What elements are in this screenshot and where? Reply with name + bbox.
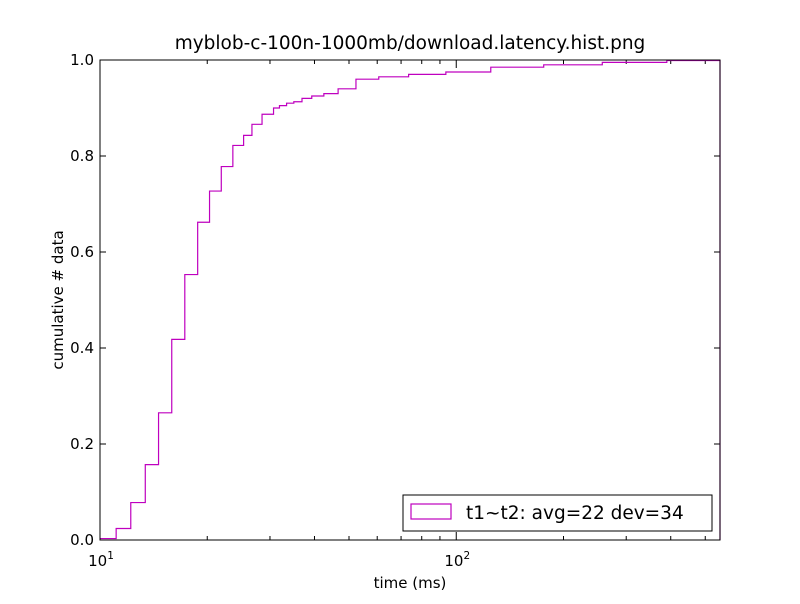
y-tick-label: 1.0 [70,51,94,69]
y-tick-label: 0.2 [70,435,94,453]
x-tick-label: 101 [88,550,114,570]
x-axis-label: time (ms) [374,574,447,592]
x-tick-label: 102 [444,550,470,570]
y-tick-label: 0.4 [70,339,94,357]
y-tick-label: 0.8 [70,147,94,165]
plot-background [100,60,720,540]
y-tick-label: 0.0 [70,531,94,549]
legend: t1~t2: avg=22 dev=34 [403,495,712,531]
chart-title: myblob-c-100n-1000mb/download.latency.hi… [175,33,646,54]
y-axis-label: cumulative # data [49,230,67,369]
y-tick-label: 0.6 [70,243,94,261]
legend-label: t1~t2: avg=22 dev=34 [466,503,684,524]
